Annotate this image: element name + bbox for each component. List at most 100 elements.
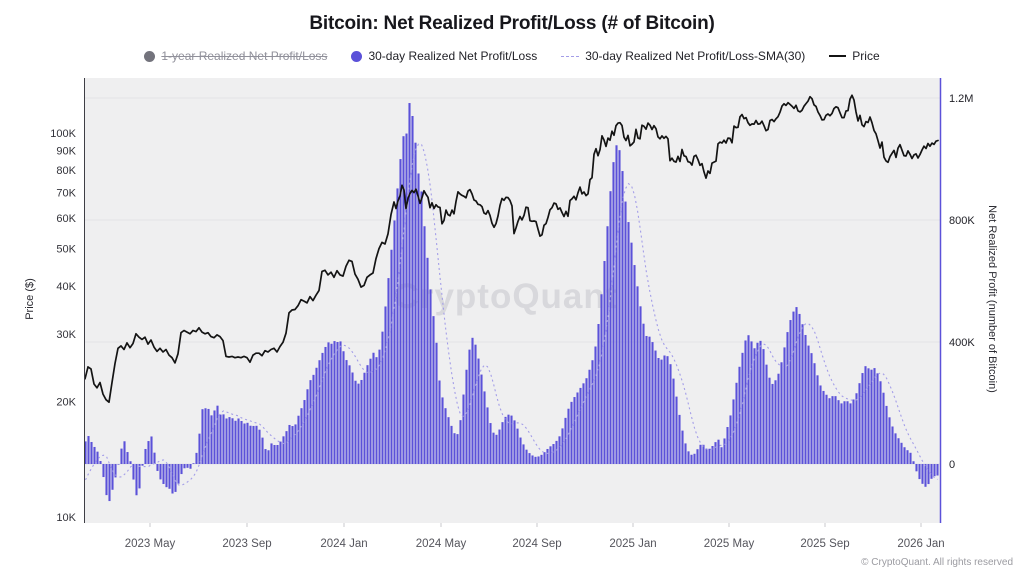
bar[interactable] bbox=[195, 452, 198, 464]
bar[interactable] bbox=[117, 464, 120, 465]
bar[interactable] bbox=[120, 448, 123, 464]
bar[interactable] bbox=[483, 391, 486, 464]
bar[interactable] bbox=[561, 428, 564, 464]
bar[interactable] bbox=[168, 464, 171, 489]
bar[interactable] bbox=[87, 436, 90, 464]
bar[interactable] bbox=[171, 464, 174, 494]
bar[interactable] bbox=[849, 403, 852, 464]
bar[interactable] bbox=[762, 349, 765, 464]
bar[interactable] bbox=[189, 464, 192, 469]
bar[interactable] bbox=[273, 445, 276, 464]
bar[interactable] bbox=[492, 432, 495, 464]
bar[interactable] bbox=[135, 464, 138, 496]
bar[interactable] bbox=[555, 440, 558, 464]
bar[interactable] bbox=[303, 400, 306, 464]
bar[interactable] bbox=[558, 436, 561, 464]
bar[interactable] bbox=[141, 464, 144, 466]
bar[interactable] bbox=[126, 452, 129, 464]
bar[interactable] bbox=[372, 352, 375, 464]
bar[interactable] bbox=[93, 446, 96, 464]
bar[interactable] bbox=[294, 424, 297, 464]
bar[interactable] bbox=[792, 311, 795, 464]
bar[interactable] bbox=[645, 335, 648, 464]
bar[interactable] bbox=[726, 427, 729, 464]
bar[interactable] bbox=[405, 133, 408, 464]
bar[interactable] bbox=[891, 426, 894, 465]
bar[interactable] bbox=[552, 444, 555, 464]
bar[interactable] bbox=[237, 418, 240, 464]
bar[interactable] bbox=[456, 434, 459, 464]
bar[interactable] bbox=[819, 385, 822, 464]
bar[interactable] bbox=[540, 454, 543, 464]
bar[interactable] bbox=[378, 349, 381, 465]
bar[interactable] bbox=[234, 420, 237, 464]
bar[interactable] bbox=[777, 373, 780, 464]
bar[interactable] bbox=[624, 201, 627, 465]
bar[interactable] bbox=[921, 464, 924, 484]
bar[interactable] bbox=[102, 464, 105, 478]
bar[interactable] bbox=[747, 335, 750, 464]
bar[interactable] bbox=[249, 425, 252, 464]
bar[interactable] bbox=[132, 464, 135, 480]
bar[interactable] bbox=[900, 442, 903, 464]
bar[interactable] bbox=[213, 410, 216, 464]
bar[interactable] bbox=[309, 380, 312, 465]
bar[interactable] bbox=[606, 226, 609, 464]
bar[interactable] bbox=[672, 378, 675, 464]
bar[interactable] bbox=[162, 464, 165, 484]
bar[interactable] bbox=[657, 358, 660, 464]
bar[interactable] bbox=[615, 145, 618, 464]
bar[interactable] bbox=[810, 353, 813, 464]
bar[interactable] bbox=[111, 464, 114, 490]
bar[interactable] bbox=[471, 337, 474, 464]
bar[interactable] bbox=[636, 286, 639, 464]
bar[interactable] bbox=[756, 342, 759, 464]
bar[interactable] bbox=[924, 464, 927, 487]
bar[interactable] bbox=[312, 374, 315, 464]
bar[interactable] bbox=[267, 450, 270, 464]
bar[interactable] bbox=[564, 417, 567, 464]
bar[interactable] bbox=[696, 449, 699, 464]
bar[interactable] bbox=[759, 340, 762, 464]
bar[interactable] bbox=[537, 456, 540, 464]
bar[interactable] bbox=[396, 188, 399, 464]
bar[interactable] bbox=[258, 429, 261, 464]
bar[interactable] bbox=[768, 377, 771, 464]
bar[interactable] bbox=[930, 464, 933, 479]
bar[interactable] bbox=[744, 340, 747, 464]
bar[interactable] bbox=[822, 390, 825, 464]
bar[interactable] bbox=[918, 464, 921, 480]
bar[interactable] bbox=[333, 341, 336, 464]
bar[interactable] bbox=[156, 464, 159, 471]
bar[interactable] bbox=[129, 461, 132, 464]
bar[interactable] bbox=[588, 369, 591, 464]
bar[interactable] bbox=[429, 289, 432, 464]
bar[interactable] bbox=[357, 383, 360, 464]
bar[interactable] bbox=[402, 136, 405, 464]
bar[interactable] bbox=[504, 416, 507, 464]
bar[interactable] bbox=[774, 380, 777, 464]
bar[interactable] bbox=[186, 464, 189, 468]
bar[interactable] bbox=[144, 448, 147, 464]
bar[interactable] bbox=[507, 414, 510, 464]
bar[interactable] bbox=[675, 396, 678, 465]
bar[interactable] bbox=[909, 452, 912, 464]
bar[interactable] bbox=[486, 407, 489, 464]
bar[interactable] bbox=[828, 398, 831, 464]
bar[interactable] bbox=[270, 443, 273, 464]
bar[interactable] bbox=[474, 344, 477, 464]
bar[interactable] bbox=[336, 342, 339, 464]
bar[interactable] bbox=[522, 444, 525, 464]
bar[interactable] bbox=[282, 436, 285, 464]
bar[interactable] bbox=[870, 369, 873, 464]
bar[interactable] bbox=[585, 378, 588, 464]
bar[interactable] bbox=[465, 369, 468, 464]
bar[interactable] bbox=[867, 368, 870, 464]
legend-item-30d-realized[interactable]: 30-day Realized Net Profit/Loss bbox=[351, 49, 537, 63]
bar[interactable] bbox=[663, 355, 666, 465]
bar[interactable] bbox=[714, 442, 717, 464]
bar[interactable] bbox=[453, 433, 456, 464]
bar[interactable] bbox=[771, 383, 774, 464]
bar[interactable] bbox=[288, 424, 291, 464]
bar[interactable] bbox=[807, 345, 810, 464]
